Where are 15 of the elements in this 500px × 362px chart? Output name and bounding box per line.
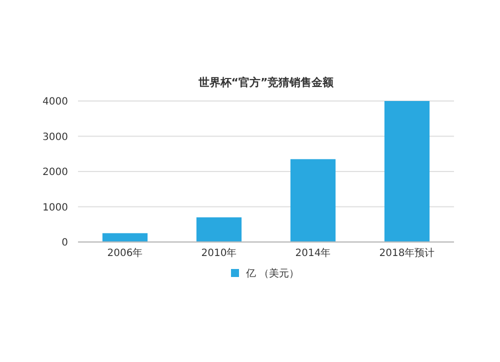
y-tick-label: 2000 [42,167,68,178]
bar [290,159,336,242]
y-tick-label: 1000 [42,202,68,214]
y-tick-label: 3000 [42,132,68,143]
chart-title: 世界杯“官方”竞猜销售金额 [197,76,335,89]
x-tick-label: 2014年 [295,247,331,259]
y-tick-label: 4000 [42,96,68,108]
y-tick-label: 0 [62,238,68,248]
bar [384,101,430,242]
x-tick-label: 2010年 [201,247,237,259]
x-tick-label: 2018年预计 [379,247,435,259]
bar [196,217,242,242]
legend-label: 亿 （美元） [245,268,300,280]
x-tick-label: 2006年 [107,247,143,259]
bar [102,233,148,242]
